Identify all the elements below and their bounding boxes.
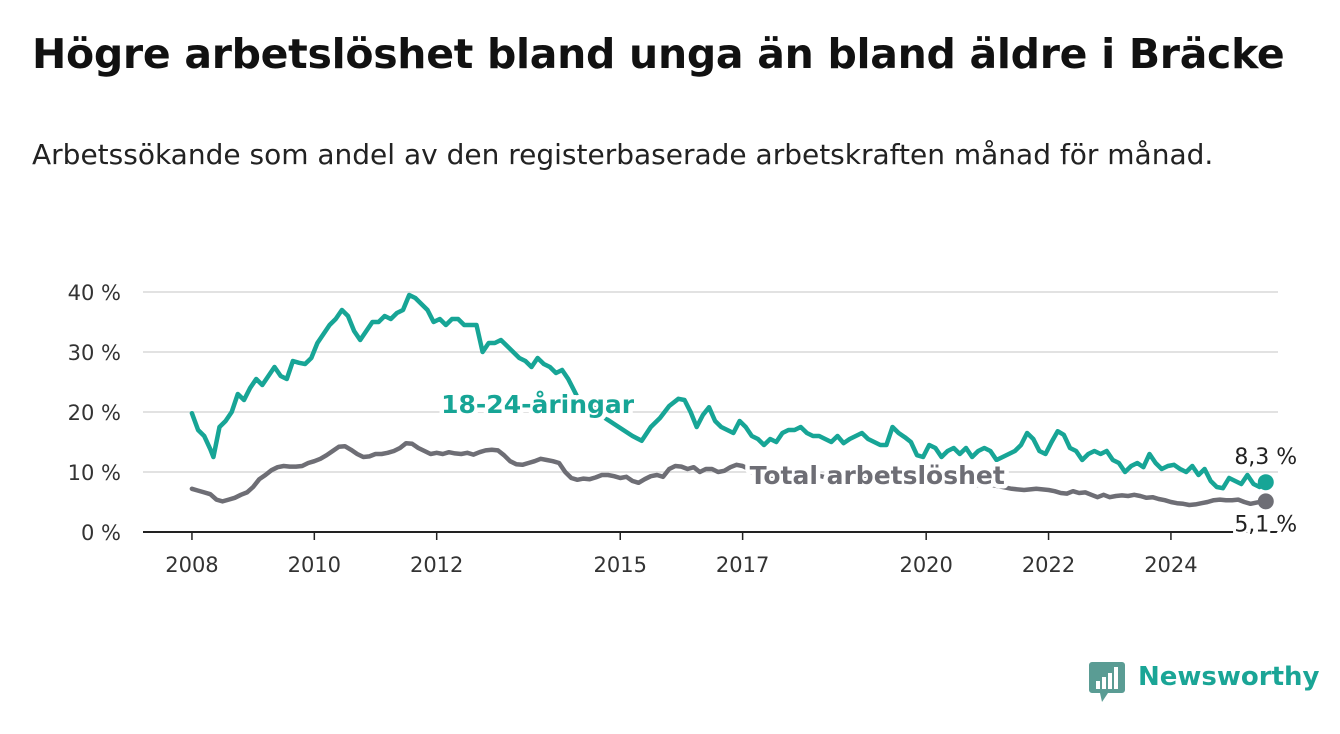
y-tick-label: 0 %: [81, 521, 121, 545]
y-tick-label: 30 %: [68, 341, 121, 365]
x-tick-label: 2020: [899, 553, 952, 577]
y-tick-label: 20 %: [68, 401, 121, 425]
brand-logo: Newsworthy: [1088, 660, 1319, 704]
label-layer: 18-24-åringar Total arbetslöshet 8,3 % 5,1 …: [437, 386, 1301, 541]
series-end-label: 8,3 %: [1234, 445, 1297, 470]
x-tick-label: 2012: [410, 553, 463, 577]
gridlines: [143, 291, 1278, 473]
series-end-marker: [1257, 474, 1274, 491]
series-annotation: 18-24-åringar: [441, 390, 635, 419]
x-tick-label: 2017: [716, 553, 769, 577]
series-annotation: Total arbetslöshet: [750, 461, 1005, 490]
brand-name: Newsworthy: [1138, 662, 1320, 692]
chart-title: Högre arbetslöshet bland unga än bland ä…: [32, 30, 1285, 78]
y-tick-label: 40 %: [68, 281, 121, 305]
x-tick-label: 2010: [288, 553, 341, 577]
x-tick-label: 2015: [594, 553, 647, 577]
x-tick-label: 2008: [165, 553, 218, 577]
line-chart: 0 % 10 % 20 % 30 % 40 % 2008 2010 2012 2015 2017…: [67, 281, 1301, 577]
y-axis: 0 % 10 % 20 % 30 % 40 %: [68, 281, 121, 545]
series-end-label: 5,1 %: [1234, 512, 1297, 537]
newsworthy-logo-icon: [1089, 662, 1125, 702]
x-tick-label: 2024: [1144, 553, 1197, 577]
y-tick-label: 10 %: [68, 461, 121, 485]
x-tick-label: 2022: [1022, 553, 1075, 577]
series-end-marker: [1257, 493, 1274, 510]
series-line-total: [189, 440, 1269, 508]
x-axis: 2008 2010 2012 2015 2017 2020 2022 2024: [143, 531, 1278, 577]
chart-subtitle: Arbetssökande som andel av den registerb…: [32, 138, 1214, 171]
series-line-youth: [189, 292, 1269, 491]
series-layer: [189, 292, 1269, 508]
